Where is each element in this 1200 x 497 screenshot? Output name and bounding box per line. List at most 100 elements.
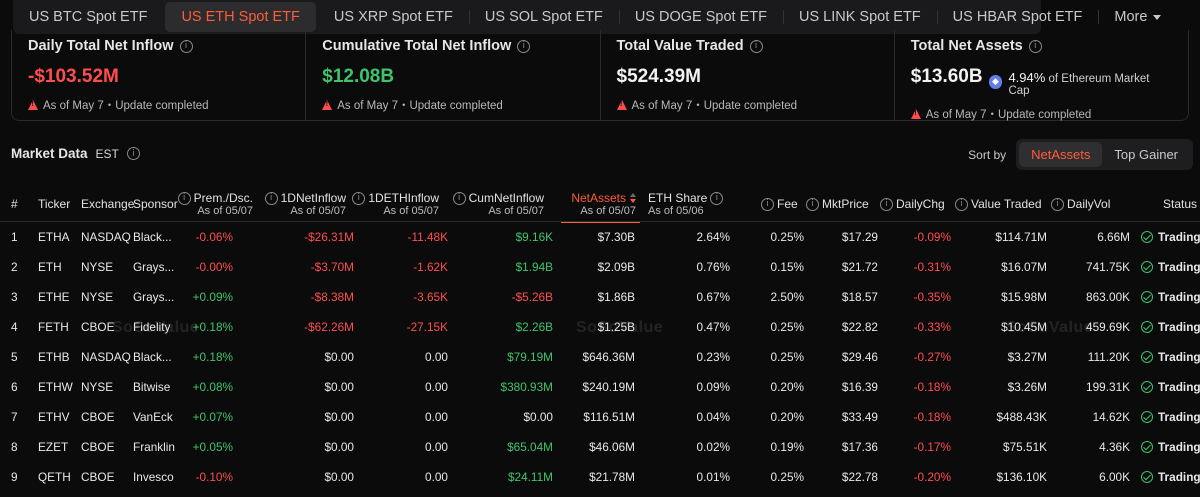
warning-icon xyxy=(616,100,627,110)
col-header-daily-chg[interactable]: i DailyChg xyxy=(880,186,945,222)
table-row[interactable]: 6 ETHW NYSE Bitwise +0.08% $0.00 0.00 $380.93M $… xyxy=(0,372,1200,402)
tab-us-sol-spot-etf[interactable]: US SOL Spot ETF xyxy=(468,0,619,34)
col-header-1d-eth-inflow[interactable]: i 1DETHInflow As of 05/07 xyxy=(352,186,439,222)
cell-fee: 0.20% xyxy=(770,380,804,394)
cell-prem-dsc: +0.09% xyxy=(192,290,233,304)
tab-us-hbar-spot-etf[interactable]: US HBAR Spot ETF xyxy=(936,0,1099,34)
tab-us-xrp-spot-etf[interactable]: US XRP Spot ETF xyxy=(333,9,453,25)
info-icon[interactable]: i xyxy=(126,147,140,160)
info-icon[interactable]: i xyxy=(179,39,193,53)
col-header-fee[interactable]: i Fee xyxy=(761,186,798,222)
market-data-header: Market Data EST i xyxy=(11,146,140,161)
cell-ticker: ETH xyxy=(38,260,62,274)
cell-exchange: NYSE xyxy=(81,380,114,394)
card-cumulative-total-net-inflow: Cumulative Total Net Inflow i $12.08B As… xyxy=(305,30,599,120)
cell-net-assets: $240.19M xyxy=(582,380,635,394)
cell-status: Trading xyxy=(1141,462,1200,492)
etf-table: # Ticker Exchange Sponsor i Prem./Dsc. As… xyxy=(0,186,1200,492)
cell-daily-chg: -0.18% xyxy=(913,410,951,424)
cell-exchange: NYSE xyxy=(81,260,114,274)
info-icon[interactable]: i xyxy=(761,197,774,211)
status-label: Trading xyxy=(1158,230,1200,244)
cell-ticker: ETHV xyxy=(38,410,70,424)
cell-eth-share: 0.09% xyxy=(696,380,730,394)
info-icon[interactable]: i xyxy=(749,39,763,53)
info-icon[interactable]: i xyxy=(880,197,893,211)
cell-status: Trading xyxy=(1141,342,1200,372)
table-row[interactable]: 5 ETHB NASDAQ Black... +0.18% $0.00 0.00 $79.19… xyxy=(0,342,1200,372)
table-row[interactable]: 2 ETH NYSE Grays... -0.00% -$3.70M -1.62K $1.94… xyxy=(0,252,1200,282)
info-icon[interactable]: i xyxy=(517,39,531,53)
info-icon[interactable]: i xyxy=(806,197,819,211)
cell-mkt-price: $29.46 xyxy=(841,350,878,364)
cell-ticker: ETHB xyxy=(38,350,70,364)
sort-option-top-gainer[interactable]: Top Gainer xyxy=(1114,147,1178,162)
cell-fee: 0.25% xyxy=(770,470,804,484)
update-note: As of May 7・Update completed xyxy=(337,100,503,112)
cell-net-assets: $46.06M xyxy=(589,440,635,454)
status-label: Trading xyxy=(1158,440,1200,454)
cell-1d-net-inflow: $0.00 xyxy=(324,410,354,424)
tab-us-doge-spot-etf[interactable]: US DOGE Spot ETF xyxy=(618,0,783,34)
status-label: Trading xyxy=(1158,380,1200,394)
cell-value-traded: $16.07M xyxy=(1001,260,1047,274)
col-header-cum-net-inflow[interactable]: i CumNetInflow As of 05/07 xyxy=(452,186,544,222)
col-header-1d-net-inflow[interactable]: i 1DNetInflow As of 05/07 xyxy=(264,186,346,222)
table-row[interactable]: 1 ETHA NASDAQ Black... -0.06% -$26.31M -11.48K… xyxy=(0,222,1200,252)
cell-sponsor: Grays... xyxy=(133,260,175,274)
info-icon[interactable]: i xyxy=(710,191,724,205)
cell-cum-net-inflow: $0.00 xyxy=(523,410,553,424)
cell-ticker: ETHW xyxy=(38,380,73,394)
card-title: Cumulative Total Net Inflow xyxy=(322,38,512,54)
cell-1d-net-inflow: -$62.26M xyxy=(304,320,354,334)
cell-daily-vol: 863.00K xyxy=(1086,290,1130,304)
info-icon[interactable]: i xyxy=(452,191,466,205)
col-header-ticker: Ticker xyxy=(38,197,71,211)
sort-option-netassets[interactable]: NetAssets xyxy=(1019,142,1103,167)
cell-prem-dsc: +0.08% xyxy=(192,380,233,394)
warning-icon xyxy=(28,100,38,110)
cell-eth-share: 0.04% xyxy=(696,410,730,424)
cell-cum-net-inflow: $65.04M xyxy=(507,440,553,454)
info-icon[interactable]: i xyxy=(352,191,366,205)
sort-by-label: Sort by xyxy=(968,147,1007,162)
info-icon[interactable]: i xyxy=(1028,39,1042,53)
table-row[interactable]: 4 FETH CBOE Fidelity +0.18% -$62.26M -27.15K $2… xyxy=(0,312,1200,342)
cell-1d-net-inflow: -$8.38M xyxy=(310,290,354,304)
table-row[interactable]: 8 EZET CBOE Franklin +0.05% $0.00 0.00 $65.04M $… xyxy=(0,432,1200,462)
col-header-net-assets[interactable]: NetAssets As of 05/07 xyxy=(561,186,640,223)
col-header-prem-dsc[interactable]: i Prem./Dsc. As of 05/07 xyxy=(177,186,253,222)
status-label: Trading xyxy=(1158,290,1200,304)
col-header-daily-vol[interactable]: i DailyVol xyxy=(1051,186,1110,222)
col-header-exchange: Exchange xyxy=(81,197,135,211)
tab-us-btc-spot-etf[interactable]: US BTC Spot ETF xyxy=(29,9,148,25)
cell-status: Trading xyxy=(1141,432,1200,462)
cell-1d-eth-inflow: 0.00 xyxy=(425,440,448,454)
cell-1d-eth-inflow: 0.00 xyxy=(425,380,448,394)
cell-ticker: ETHA xyxy=(38,230,70,244)
tab-us-link-spot-etf[interactable]: US LINK Spot ETF xyxy=(782,0,937,34)
cell-index: 3 xyxy=(11,290,18,304)
tab-us-eth-spot-etf[interactable]: US ETH Spot ETF xyxy=(165,2,316,32)
more-label: More xyxy=(1114,9,1148,25)
col-header-eth-share[interactable]: ETH Share i As of 05/06 xyxy=(648,186,724,222)
cell-cum-net-inflow: -$5.26B xyxy=(511,290,553,304)
col-header-value-traded[interactable]: i Value Traded xyxy=(955,186,1042,222)
info-icon[interactable]: i xyxy=(264,191,278,205)
table-row[interactable]: 9 QETH CBOE Invesco -0.10% $0.00 0.00 $24.11M $2… xyxy=(0,462,1200,492)
info-icon[interactable]: i xyxy=(177,191,191,205)
col-header-mkt-price[interactable]: i MktPrice xyxy=(806,186,869,222)
col-header-status: Status xyxy=(1163,197,1198,211)
info-icon[interactable]: i xyxy=(955,197,968,211)
info-icon[interactable]: i xyxy=(1051,197,1064,211)
cell-mkt-price: $16.39 xyxy=(841,380,878,394)
more-tabs-dropdown[interactable]: More xyxy=(1098,0,1177,34)
chevron-down-icon xyxy=(1153,14,1162,20)
cell-daily-vol: 741.75K xyxy=(1086,260,1130,274)
cell-1d-eth-inflow: 0.00 xyxy=(425,470,448,484)
cell-1d-net-inflow: $0.00 xyxy=(324,380,354,394)
table-row[interactable]: 3 ETHE NYSE Grays... +0.09% -$8.38M -3.65K -$5.… xyxy=(0,282,1200,312)
table-body: 1 ETHA NASDAQ Black... -0.06% -$26.31M -11.48K… xyxy=(0,222,1200,492)
check-circle-icon xyxy=(1141,351,1153,363)
table-row[interactable]: 7 ETHV CBOE VanEck +0.07% $0.00 0.00 $0.00 $116.… xyxy=(0,402,1200,432)
